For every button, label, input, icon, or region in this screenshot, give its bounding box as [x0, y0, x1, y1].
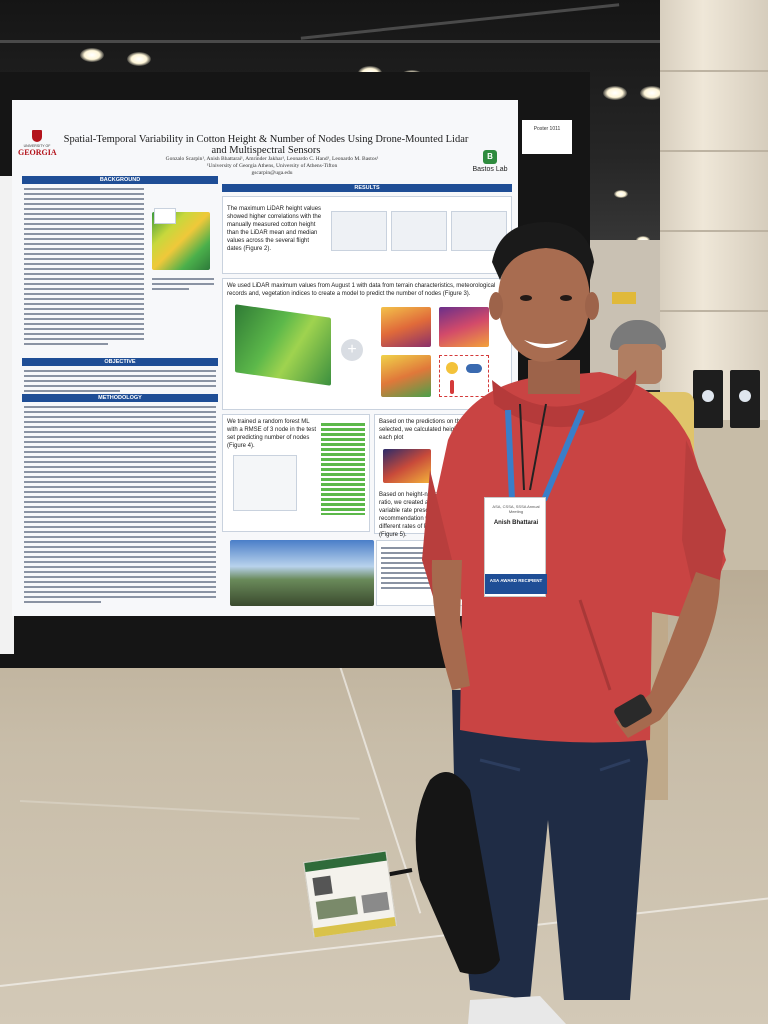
right-arm	[616, 572, 720, 738]
flyer-image	[361, 891, 390, 914]
poster-number-card: Poster 1011	[522, 120, 572, 154]
recycle-icon	[702, 390, 714, 402]
cloud-icon	[466, 364, 482, 373]
lab-name: Bastos Lab	[472, 166, 508, 173]
background-text	[24, 188, 144, 348]
wristwatch-icon	[614, 694, 652, 728]
adjacent-poster-edge	[0, 176, 14, 654]
university-logo: UNIVERSITY OF GEORGIA	[18, 130, 57, 157]
sweatshirt-hood	[492, 370, 637, 428]
ceiling-light	[603, 86, 627, 100]
results-text-1: The maximum LiDAR height values showed h…	[227, 206, 322, 252]
results-text-4: Based on the predictions on the NN model…	[379, 419, 497, 441]
ear	[489, 292, 503, 320]
section-objective-header: OBJECTIVE	[22, 358, 218, 366]
sweatshirt	[422, 372, 726, 743]
methodology-text	[24, 406, 216, 606]
vegetation-index-map	[381, 355, 431, 397]
background-person-head	[618, 344, 662, 384]
pillar-seam	[660, 150, 768, 152]
university-label: UNIVERSITY OF	[23, 144, 51, 148]
ceiling-light	[640, 86, 664, 100]
university-name: GEORGIA	[18, 148, 57, 157]
face	[498, 238, 590, 362]
hoodie-drawstring	[519, 403, 547, 491]
plus-icon: +	[341, 339, 363, 361]
backpack	[415, 772, 500, 975]
section-methodology-header: METHODOLOGY	[22, 394, 218, 402]
section-background-header: BACKGROUND	[22, 176, 218, 184]
sneaker	[468, 996, 566, 1024]
poster-authors: Gonzalo Scarpin¹, Anish Bhattarai¹, Amri…	[72, 156, 472, 177]
poster-number: Poster 1011	[533, 126, 561, 132]
pillar-seam	[660, 70, 768, 72]
right-sleeve	[682, 440, 726, 620]
ceiling-light	[80, 48, 104, 62]
figure-caption	[152, 278, 214, 293]
arch-icon	[32, 130, 42, 142]
sweatshirt-pocket	[578, 599, 612, 691]
results-box-1: The maximum LiDAR height values showed h…	[222, 196, 512, 274]
badge-event: ASA, CSSA, SSSA Annual Meeting	[492, 504, 540, 514]
ear	[585, 292, 599, 320]
drone-field-photo	[230, 540, 374, 606]
results-text-2: We used LiDAR maximum values from August…	[227, 283, 496, 297]
ceiling-truss	[0, 40, 768, 43]
variable-importance-bars	[321, 423, 365, 515]
qr-code-icon	[312, 875, 333, 896]
neck	[528, 360, 580, 394]
ceiling-light	[127, 52, 151, 66]
eye	[560, 295, 572, 301]
ceiling-light	[614, 190, 628, 198]
eye	[520, 295, 532, 301]
map-legend	[154, 208, 176, 224]
prediction-scatter-plot	[233, 455, 297, 511]
flyer-image	[315, 896, 358, 920]
jeans-seam	[479, 758, 631, 772]
flyer-on-floor	[303, 850, 397, 938]
lanyard	[505, 408, 585, 502]
scatter-plot	[331, 211, 387, 251]
smile	[524, 340, 568, 348]
jeans	[452, 690, 648, 1000]
author-email: gscarpin@uga.edu	[251, 170, 293, 176]
lab-hex-icon: B	[483, 150, 497, 164]
badge-name: Anish Bhattarai	[493, 520, 539, 526]
results-box-2: We used LiDAR maximum values from August…	[222, 278, 512, 410]
poster-title: Spatial-Temporal Variability in Cotton H…	[63, 134, 469, 156]
section-results-header: RESULTS	[222, 184, 512, 192]
name-badge: ASA, CSSA, SSSA Annual Meeting Anish Bha…	[484, 497, 547, 597]
results-text-3: We trained a random forest ML with a RMS…	[227, 419, 317, 449]
weather-map	[439, 307, 489, 347]
pillar-seam	[660, 310, 768, 312]
scatter-plot	[451, 211, 507, 251]
author-affiliation: ¹University of Georgia Athens, Universit…	[206, 163, 338, 169]
objective-text	[24, 370, 216, 395]
left-arm	[431, 560, 470, 690]
results-box-3: We trained a random forest ML with a RMS…	[222, 414, 370, 532]
scatter-plot	[391, 211, 447, 251]
height-node-ratio-map	[383, 449, 431, 483]
terrain-map	[381, 307, 431, 347]
results-text-5: Based on height-node ratio, we created a…	[379, 492, 445, 538]
lab-logo: B Bastos Lab	[468, 150, 512, 173]
trash-bin	[730, 370, 760, 428]
thermometer-icon	[450, 380, 454, 394]
meteorology-icons	[439, 355, 489, 397]
hair	[492, 222, 594, 280]
author-list: Gonzalo Scarpin¹, Anish Bhattarai¹, Amri…	[165, 156, 379, 162]
pillar-seam	[660, 230, 768, 232]
trash-bin	[693, 370, 723, 428]
badge-ribbon: ASA AWARD RECIPIENT	[485, 574, 547, 594]
recycle-icon	[739, 390, 751, 402]
sun-icon	[446, 362, 458, 374]
wall-sign	[612, 292, 636, 304]
